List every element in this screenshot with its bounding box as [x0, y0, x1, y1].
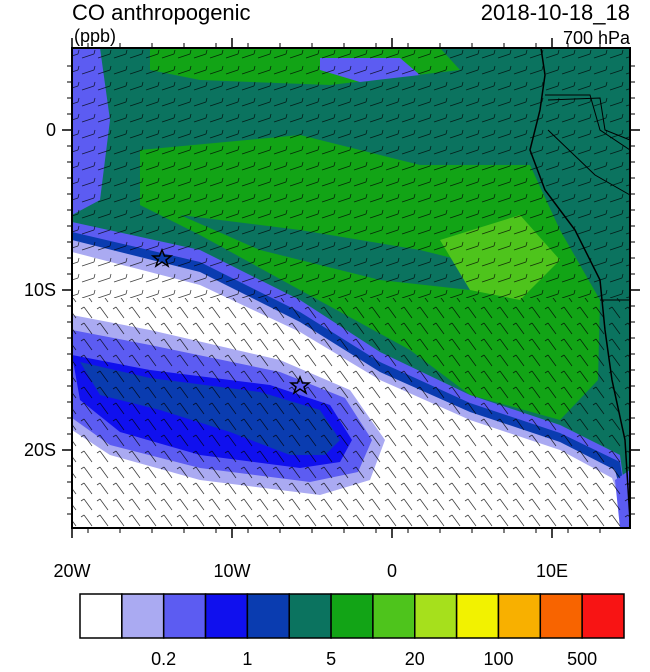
map-frame: [71, 47, 631, 529]
lat-tick-label: 20S: [24, 440, 56, 460]
lon-tick-label: 0: [387, 561, 397, 581]
colorbar-label: 0.2: [151, 649, 176, 667]
colorbar-box: [121, 593, 165, 639]
map-field: [72, 48, 630, 528]
lon-tick-label: 10W: [213, 561, 250, 581]
star-marker: [150, 248, 174, 268]
lon-tick-label: 20W: [53, 561, 90, 581]
title: CO anthropogenic: [72, 0, 251, 25]
colorbar-label: 1: [242, 649, 252, 667]
colorbar: 0.2 1 5 20 100 500: [79, 593, 625, 669]
units: (ppb): [74, 26, 116, 46]
colorbar-box: [414, 593, 458, 639]
colorbar-box: [539, 593, 583, 639]
colorbar-box: [330, 593, 374, 639]
colorbar-box: [204, 593, 249, 639]
level: 700 hPa: [563, 28, 631, 48]
wind-barbs: [72, 48, 630, 298]
border: [547, 129, 631, 196]
colorbar-box: [372, 593, 416, 639]
colorbar-box: [79, 593, 123, 639]
lat-tick-label: 10S: [24, 280, 56, 300]
colorbar-box: [497, 593, 542, 639]
border: [547, 97, 631, 141]
colorbar-box: [162, 593, 207, 639]
colorbar-box: [288, 593, 332, 639]
colorbar-label: 100: [483, 649, 513, 667]
colorbar-label: 500: [567, 649, 597, 667]
lon-tick-label: 10E: [536, 561, 568, 581]
axes: 0 10S 20S 20W 10W 0 10E: [24, 38, 640, 581]
colorbar-box: [246, 593, 290, 639]
datetime: 2018-10-18_18: [481, 0, 630, 25]
colorbar-box: [455, 593, 500, 639]
colorbar-label: 20: [405, 649, 425, 667]
colorbar-label: 5: [326, 649, 336, 667]
coastline: [529, 47, 631, 521]
star-marker: [288, 375, 312, 395]
lat-tick-label: 0: [46, 120, 56, 140]
colorbar-box: [581, 593, 625, 639]
borders: [545, 94, 631, 151]
wind-barbs: [72, 298, 630, 528]
